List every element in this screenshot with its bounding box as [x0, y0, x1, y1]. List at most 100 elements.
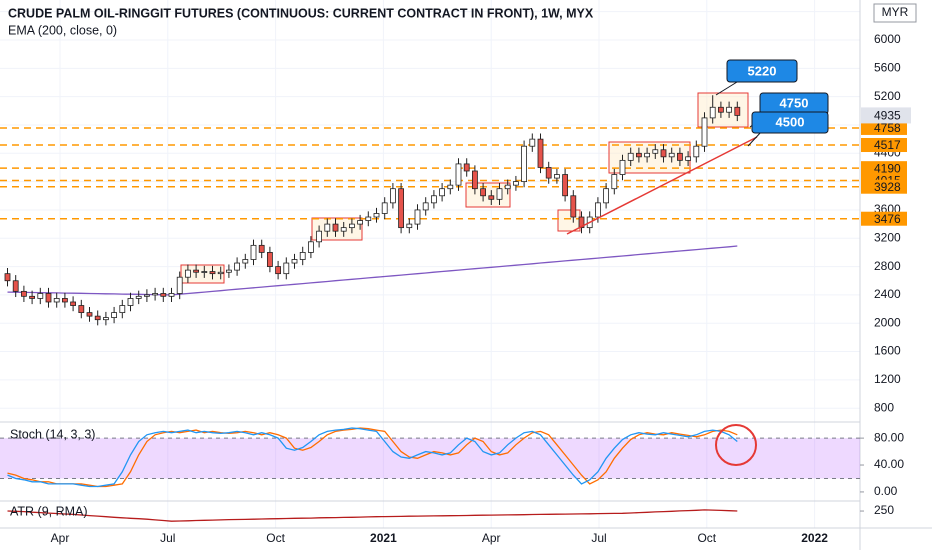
candle-body — [709, 106, 716, 119]
candle-body — [611, 174, 618, 190]
candle-body — [357, 220, 364, 225]
candle-body — [677, 152, 683, 161]
y-tick-label: 80.00 — [874, 430, 904, 444]
candle-body — [168, 293, 175, 297]
callout-label: 4500 — [776, 114, 805, 129]
candle-body — [619, 159, 626, 175]
candle-body — [307, 241, 314, 253]
candle-body — [414, 209, 421, 225]
level-label: 4517 — [874, 138, 901, 152]
candle-body — [62, 298, 68, 303]
candle-body — [316, 230, 323, 243]
candle-body — [644, 152, 650, 158]
trend-line — [566, 136, 758, 235]
candle-body — [78, 305, 85, 314]
candle-body — [529, 138, 536, 147]
box — [180, 264, 225, 284]
candle-body — [693, 145, 700, 158]
candle-body — [37, 293, 44, 299]
level-tag — [861, 120, 907, 135]
candle-body — [234, 262, 241, 271]
candle-body — [12, 280, 19, 292]
candle-body — [701, 117, 708, 147]
candle-body — [266, 252, 273, 267]
candle-body — [217, 271, 224, 275]
x-tick-label: Apr — [51, 531, 70, 545]
last-price-tag — [861, 107, 911, 124]
level-label: 4758 — [874, 121, 901, 135]
level-label: 4190 — [874, 161, 901, 175]
level-label: 3476 — [874, 212, 901, 226]
candle-body — [127, 298, 134, 306]
candle-body — [455, 163, 462, 186]
chart-title: CRUDE PALM OIL-RINGGIT FUTURES (CONTINUO… — [8, 6, 594, 20]
ema-line — [7, 245, 738, 296]
candle-body — [193, 269, 200, 273]
y-tick-label: 3200 — [874, 230, 901, 244]
candle-body — [332, 223, 339, 232]
candle-body — [53, 298, 60, 303]
candle-body — [488, 195, 495, 200]
callouts: 5220 4750 4500 — [715, 59, 829, 147]
candle-body — [570, 195, 577, 218]
candle-body — [447, 184, 454, 190]
candle-body — [291, 259, 298, 264]
candle-body — [176, 276, 183, 294]
candle-body — [225, 269, 232, 273]
candle-body — [86, 312, 93, 317]
candle-body — [103, 317, 109, 321]
x-tick-label: Oct — [697, 531, 716, 545]
candle-body — [184, 269, 191, 278]
candle-body — [373, 213, 380, 218]
stoch-d-line — [7, 427, 738, 488]
candle-body — [258, 244, 265, 253]
y-tick-label: 40.00 — [874, 457, 904, 471]
candle-body — [242, 259, 249, 264]
x-tick-label: Jul — [160, 531, 175, 545]
candle-body — [578, 216, 585, 229]
candle-body — [726, 106, 732, 113]
y-tick-label: 2000 — [874, 315, 901, 329]
candle-body — [119, 305, 126, 314]
candle-body — [636, 152, 642, 158]
candle-body — [471, 170, 478, 190]
candle-body — [422, 202, 429, 211]
highlight-circle — [715, 424, 757, 466]
price-axis: 8001200160020002400280032003600400044004… — [860, 4, 911, 517]
level-label: 3928 — [874, 180, 901, 194]
candle-body — [340, 227, 347, 232]
currency-label: MYR — [882, 5, 909, 19]
candle-body — [389, 188, 396, 204]
x-tick-label: Oct — [266, 531, 285, 545]
candle-body — [537, 138, 544, 168]
candle-body — [29, 295, 36, 299]
candle-body — [365, 216, 372, 221]
level-tag — [861, 138, 907, 153]
y-tick-label: 6000 — [874, 32, 901, 46]
grid — [0, 0, 860, 528]
stoch-k-line — [7, 427, 738, 488]
y-tick-label: 800 — [874, 400, 894, 414]
callout-label: 5220 — [748, 63, 777, 78]
indicator-label: ATR (9, RMA) — [10, 504, 88, 518]
atr-line — [7, 509, 738, 522]
candle-body — [398, 188, 405, 229]
candle-body — [201, 271, 208, 273]
candle-body — [734, 106, 741, 116]
y-tick-label: 2800 — [874, 259, 901, 273]
x-tick-label: 2021 — [370, 531, 397, 545]
candle-body — [668, 152, 675, 158]
indicator-label: EMA (200, close, 0) — [8, 23, 117, 37]
last-price-label: 4935 — [874, 109, 901, 123]
y-tick-label: 0.00 — [874, 484, 898, 498]
x-tick-label: Jul — [591, 531, 606, 545]
candle-body — [595, 202, 601, 218]
candle-body — [299, 252, 306, 260]
y-tick-label: 250 — [874, 503, 894, 517]
candle-body — [70, 301, 76, 306]
y-tick-label: 5600 — [874, 60, 901, 74]
candle-body — [480, 188, 487, 197]
candle-body — [4, 273, 11, 282]
